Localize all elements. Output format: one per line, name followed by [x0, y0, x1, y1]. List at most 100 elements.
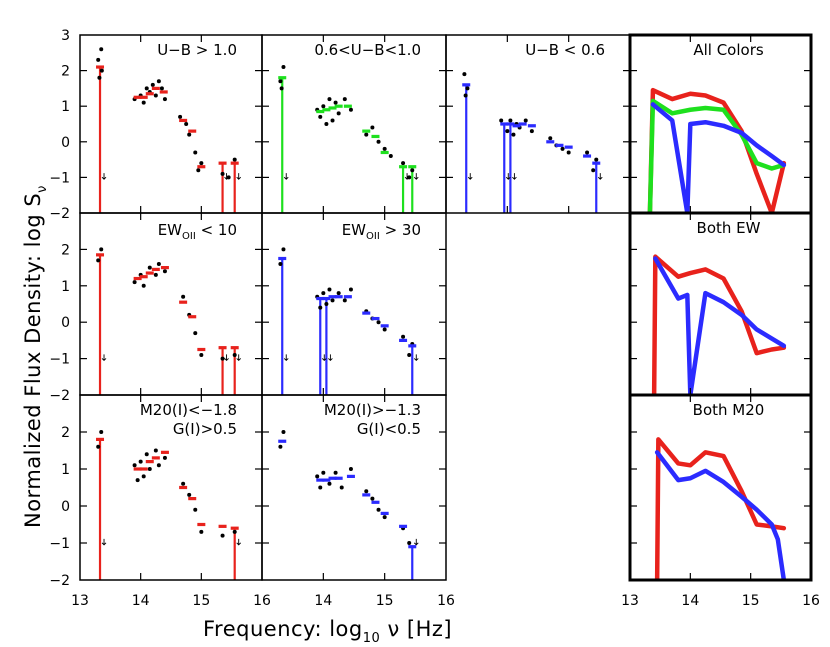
upper-limit-arrow [236, 354, 242, 362]
panel-frame [445, 34, 631, 214]
data-point [96, 444, 101, 449]
data-point [318, 485, 323, 490]
panel-plot-area [654, 437, 787, 580]
data-point [178, 114, 183, 119]
panel-frame [628, 393, 813, 582]
sed-median-point [380, 150, 389, 155]
sed-median-point [322, 296, 331, 301]
panel-ew-gt-30: EWOII > 30 [261, 212, 447, 396]
data-point [318, 305, 323, 310]
y-tick-labels: 3 2 1 0 −1 −2 2 1 0 −1 −2 2 1 0 −1 −2 [49, 28, 70, 589]
data-point [388, 154, 393, 159]
data-point [144, 86, 149, 91]
data-point [407, 352, 412, 357]
data-point [153, 93, 158, 98]
data-point [336, 111, 341, 116]
panel-title: All Colors [693, 41, 764, 59]
sed-median-point [278, 439, 287, 443]
data-point [330, 118, 335, 123]
sed-median-point [555, 143, 564, 147]
data-point [138, 459, 143, 464]
data-point [327, 97, 332, 102]
sed-median-point [218, 161, 227, 165]
y-tick-label: 1 [61, 99, 70, 115]
series-line-green [647, 98, 787, 213]
x-tick-label: 15 [376, 593, 394, 609]
upper-limit-arrow [224, 354, 229, 362]
data-point [181, 481, 186, 486]
y-tick-label: −2 [49, 388, 70, 404]
sed-median-point [96, 65, 105, 69]
data-point [560, 146, 565, 151]
series-line-red [654, 437, 787, 580]
data-point [410, 168, 415, 173]
sed-median-point [139, 275, 148, 279]
panel-title: U−B < 0.6 [525, 41, 605, 59]
y-tick-label: 2 [61, 64, 70, 80]
upper-limit-arrow [413, 173, 419, 180]
data-point [463, 93, 468, 98]
sed-median-point [133, 276, 142, 281]
data-point [141, 283, 146, 288]
series-line-blue [653, 256, 787, 395]
data-point [364, 489, 369, 494]
data-point [156, 463, 161, 468]
y-axis-title-sub: ν [35, 185, 50, 193]
x-tick-labels: 13 14 15 16 14 15 16 13 14 15 16 [71, 593, 820, 609]
x-axis-title-sub: 10 [363, 631, 381, 646]
data-point [232, 529, 237, 534]
data-point [97, 75, 102, 80]
panel-plot-area [96, 47, 242, 213]
data-point [141, 474, 146, 479]
sed-median-point [188, 497, 197, 501]
panel-frame [261, 394, 447, 581]
data-point [382, 515, 387, 520]
upper-limit-arrow [101, 354, 107, 362]
sed-median-point [133, 95, 142, 99]
data-point [181, 294, 186, 299]
data-point [327, 481, 332, 486]
data-point [566, 150, 571, 155]
data-point [153, 272, 158, 277]
sed-median-point [188, 315, 197, 319]
data-point [376, 320, 381, 325]
panel-ub-gt-1: U−B > 1.0 [79, 34, 263, 214]
sed-median-point [408, 344, 417, 348]
upper-limit-arrow [101, 173, 107, 180]
data-point [327, 287, 332, 292]
sed-median-point [362, 311, 371, 315]
data-point [376, 139, 381, 144]
data-point [193, 150, 198, 155]
y-tick-label: 2 [61, 425, 70, 441]
data-point [529, 129, 534, 134]
data-point [591, 168, 596, 173]
data-point [281, 430, 286, 434]
sed-median-point [362, 129, 371, 133]
data-point [321, 470, 326, 475]
sed-median-point [197, 522, 206, 527]
sed-median-point [151, 267, 160, 272]
sed-median-point [160, 450, 169, 454]
sed-median-point [179, 118, 188, 123]
series-line-blue [650, 102, 787, 213]
data-point [196, 168, 201, 173]
upper-limit-arrow [512, 173, 517, 180]
data-point [511, 132, 516, 137]
data-point [281, 65, 286, 70]
sed-median-point [197, 165, 206, 169]
data-point [523, 118, 528, 123]
sed-median-point [328, 295, 337, 299]
panel-ub-lt-06: U−B < 0.6 [445, 34, 631, 214]
sed-median-point [546, 140, 555, 144]
panel-plot-area [96, 247, 242, 395]
data-point [193, 507, 198, 512]
panel-both-ew: Both EW [628, 211, 813, 397]
x-axis-title: Frequency: log10 ν [Hz] [203, 617, 452, 646]
panel-plot-area [651, 254, 787, 395]
sed-median-point [160, 266, 169, 270]
data-point [156, 79, 161, 84]
data-point [153, 448, 158, 453]
sed-median-point [145, 460, 154, 464]
data-point [99, 247, 104, 252]
